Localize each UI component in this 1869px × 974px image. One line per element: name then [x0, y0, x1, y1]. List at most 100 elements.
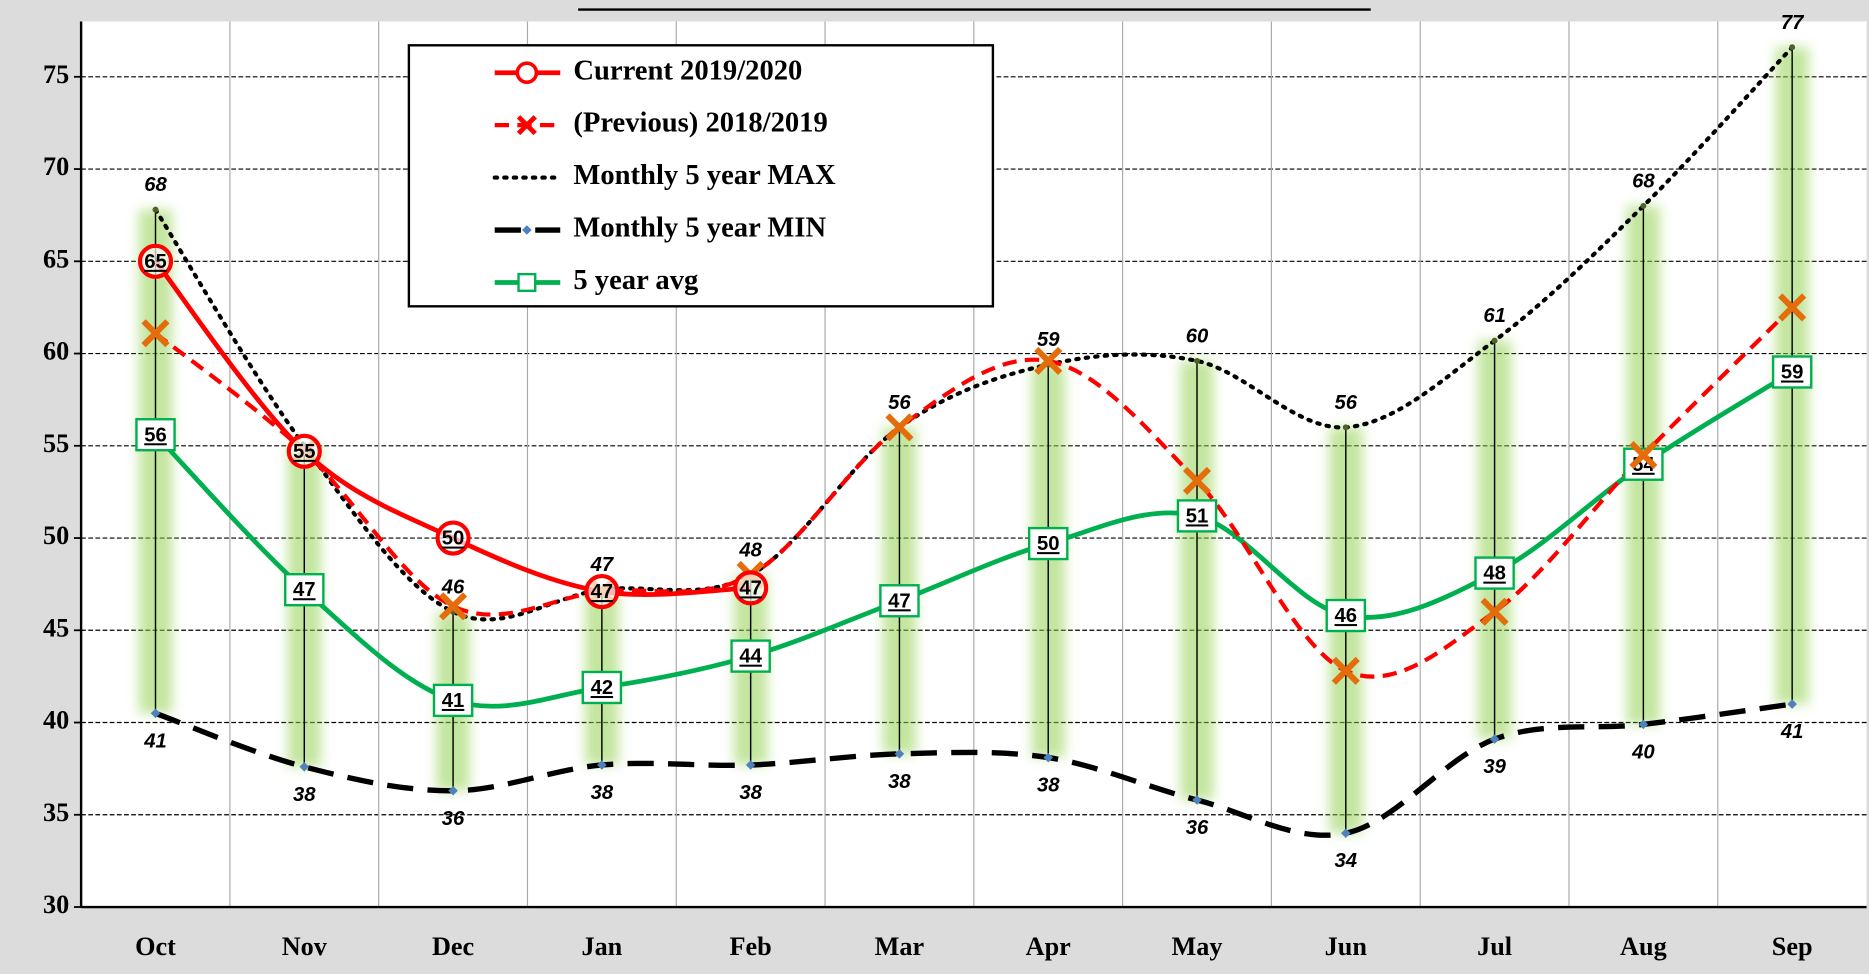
x-tick-label: Nov [282, 932, 328, 961]
marker [152, 206, 159, 213]
marker [1629, 440, 1658, 470]
marker [448, 786, 458, 796]
marker [1640, 202, 1647, 209]
data-label: 50 [1037, 533, 1060, 555]
marker [1176, 499, 1218, 533]
data-label: 36 [442, 808, 465, 830]
legend-marker [517, 272, 537, 293]
marker [584, 573, 620, 610]
x-tick-label: Apr [1026, 932, 1072, 961]
y-tick-label: 55 [43, 429, 69, 458]
marker [439, 592, 468, 621]
series-line [153, 369, 1794, 709]
marker [733, 570, 769, 606]
marker [1027, 526, 1069, 561]
data-label: 38 [1037, 775, 1060, 797]
x-tick-label: Dec [432, 932, 474, 961]
marker [879, 584, 920, 618]
data-label: 59 [1781, 362, 1804, 384]
legend-label: Monthly 5 year MAX [573, 160, 836, 191]
data-label: 34 [1335, 850, 1358, 872]
data-label: 56 [1335, 392, 1358, 414]
data-label: 41 [143, 730, 167, 752]
marker [135, 418, 176, 452]
marker [1491, 337, 1498, 344]
data-label: 47 [888, 590, 911, 612]
legend-marker [515, 61, 539, 85]
marker [730, 639, 771, 673]
y-tick-label: 45 [43, 613, 69, 642]
marker [1341, 828, 1351, 838]
marker [432, 683, 474, 718]
marker [1778, 293, 1807, 322]
marker [1638, 719, 1649, 730]
marker [284, 573, 325, 607]
data-label: 46 [1335, 605, 1358, 627]
data-label: 44 [739, 646, 762, 668]
x-tick-label: Jun [1325, 932, 1368, 961]
x-tick-label: Jan [581, 932, 622, 961]
legend-label: (Previous) 2018/2019 [573, 108, 827, 139]
marker [1342, 424, 1349, 431]
data-label: 47 [591, 581, 614, 603]
data-label: 38 [739, 782, 762, 804]
series-line [154, 305, 1794, 679]
series-line [154, 701, 1793, 838]
series-line [153, 45, 1795, 622]
data-label: 46 [441, 576, 465, 598]
marker [1787, 699, 1797, 709]
data-label: 42 [591, 677, 614, 699]
y-tick-label: 35 [43, 798, 69, 827]
legend-marker [516, 115, 537, 136]
x-tick-label: Mar [875, 932, 925, 961]
data-label: 41 [1780, 721, 1804, 743]
y-tick-label: 60 [43, 337, 69, 366]
data-label: 68 [1632, 170, 1655, 192]
y-tick-label: 30 [43, 890, 69, 919]
legend-label: Current 2019/2020 [573, 55, 802, 86]
marker [1474, 556, 1515, 590]
data-label: 56 [888, 392, 911, 414]
legend-label: Monthly 5 year MIN [573, 213, 826, 244]
marker [581, 670, 623, 705]
data-label: 39 [1483, 756, 1506, 778]
marker [435, 520, 471, 556]
marker [1771, 355, 1813, 389]
data-label: 48 [738, 539, 762, 561]
x-tick-label: Feb [730, 932, 772, 961]
y-tick-label: 65 [43, 244, 69, 273]
marker [745, 760, 756, 770]
marker [885, 413, 914, 442]
data-label: 77 [1781, 12, 1805, 34]
marker [1182, 466, 1212, 495]
marker [1331, 656, 1360, 685]
legend-marker [522, 225, 532, 235]
data-label: 47 [739, 577, 762, 599]
data-label: 50 [442, 528, 465, 550]
data-label: 38 [293, 784, 316, 806]
x-tick-label: Aug [1620, 932, 1667, 961]
marker [137, 243, 174, 279]
marker [286, 433, 322, 469]
marker [1325, 598, 1367, 633]
x-tick-label: Oct [135, 932, 176, 961]
data-label: 55 [293, 441, 316, 463]
legend: Current 2019/2020 (Previous) 2018/2019 Mon… [407, 44, 995, 308]
x-tick-label: Sep [1772, 932, 1813, 961]
y-tick-label: 70 [43, 152, 69, 181]
data-label: 59 [1037, 329, 1060, 351]
data-label: 41 [442, 690, 465, 712]
data-label: 38 [888, 771, 911, 793]
data-label: 40 [1631, 741, 1655, 763]
data-label: 61 [1483, 305, 1506, 327]
marker [1192, 795, 1202, 805]
marker [1043, 752, 1053, 763]
legend-label: 5 year avg [573, 265, 699, 296]
data-label: 68 [144, 174, 167, 196]
marker [1480, 597, 1509, 626]
y-tick-label: 40 [43, 706, 69, 735]
y-tick-label: 75 [43, 60, 69, 89]
marker [141, 319, 170, 348]
data-label: 65 [144, 251, 167, 273]
data-label: 47 [590, 554, 615, 576]
